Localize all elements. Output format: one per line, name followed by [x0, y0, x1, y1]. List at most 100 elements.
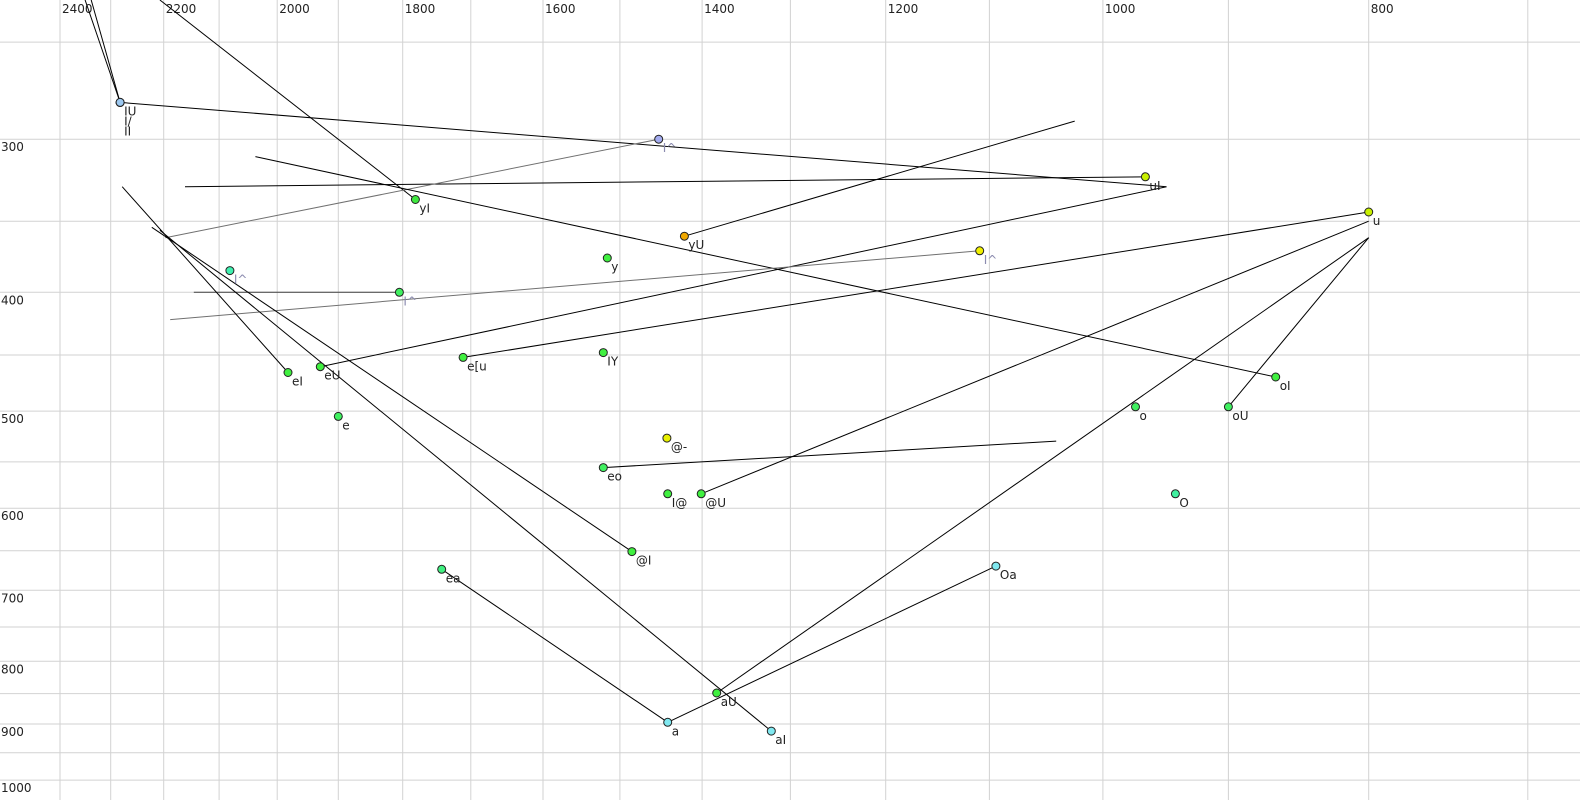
x-tick-label: 800 [1371, 2, 1394, 16]
y-tick-label: 800 [1, 662, 24, 676]
vowel-point [712, 688, 722, 698]
vowel-point [663, 489, 673, 499]
vowel-point [394, 287, 404, 297]
trajectory-line [170, 250, 980, 321]
vowel-label: yU [688, 238, 704, 252]
vowel-label: I^ [234, 273, 248, 287]
axis-ticks: 2400 2200 2000 1800 1600 1400 1200 1000 800 300 40… [1, 2, 1394, 795]
trajectory-line [165, 138, 659, 239]
trajectory-line [716, 237, 1369, 694]
vowel-label: e [342, 418, 349, 432]
vowel-point [115, 97, 125, 107]
vowel-point [679, 231, 689, 241]
vowel-label: u [1373, 214, 1381, 228]
vowel-label: O [1179, 496, 1188, 510]
vowel-point [410, 195, 420, 204]
vowel-label: oU [1232, 409, 1248, 423]
trajectory-line [701, 220, 1369, 495]
vowel-point [1271, 372, 1281, 382]
vowel-label: Oa [1000, 568, 1017, 582]
vowel-label: @- [671, 440, 687, 454]
trajectory-line [120, 101, 1167, 188]
vowel-point [315, 362, 325, 372]
vowel-label: e[u [467, 359, 487, 373]
trajectory-line [320, 186, 1167, 368]
y-tick-label: 400 [1, 293, 24, 307]
vowel-point [225, 266, 235, 276]
vowel-label: I^ [984, 253, 998, 267]
y-tick-label: 1000 [1, 781, 32, 795]
trajectory-line [90, 0, 121, 103]
trajectory-line [159, 229, 772, 732]
vowel-point [598, 463, 608, 473]
vowel-label: I^ [663, 141, 677, 155]
vowel-point [458, 352, 468, 362]
x-tick-label: 1400 [704, 2, 735, 16]
x-tick-label: 2400 [62, 2, 93, 16]
vowel-label: IY [607, 355, 619, 369]
x-tick-label: 2000 [279, 2, 310, 16]
vowel-label: II [124, 124, 131, 138]
trajectory-line [84, 0, 121, 103]
vowel-label: @I [636, 554, 652, 568]
trajectory-line [603, 440, 1057, 469]
y-tick-label: 500 [1, 412, 24, 426]
vowel-point [602, 253, 612, 263]
y-tick-label: 900 [1, 725, 24, 739]
vowel-point [1170, 489, 1180, 499]
vowel-label: a [672, 724, 679, 738]
x-tick-label: 1600 [545, 2, 576, 16]
vowel-point [654, 134, 664, 144]
y-tick-label: 600 [1, 509, 24, 523]
vowel-point [991, 561, 1001, 571]
vowel-label: eU [324, 369, 340, 383]
y-tick-label: 300 [1, 140, 24, 154]
trajectory-line [121, 186, 289, 373]
trajectory-line [255, 156, 1276, 378]
trajectory-line [159, 0, 416, 200]
trajectories [84, 0, 1370, 732]
vowel-point [598, 348, 608, 358]
y-tick-label: 700 [1, 591, 24, 605]
vowel-point [333, 411, 343, 421]
vowel-label: IU [124, 104, 136, 118]
vowel-label: I^ [403, 294, 417, 308]
vowel-point [1140, 172, 1150, 182]
vowel-point [662, 433, 672, 443]
vowel-label: ea [446, 571, 461, 585]
trajectory-line [151, 226, 633, 553]
trajectory-line [1228, 237, 1370, 408]
vowel-label: uI [1149, 179, 1160, 193]
vowel-point [1364, 207, 1374, 217]
vowel-label: o [1140, 409, 1147, 423]
vowel-point [696, 489, 706, 499]
x-tick-label: 1000 [1105, 2, 1136, 16]
vowel-point [663, 717, 673, 727]
vowel-label: aI [775, 733, 786, 747]
vowel-point [283, 368, 293, 377]
x-tick-label: 1200 [888, 2, 919, 16]
vowel-label: @U [705, 496, 726, 510]
trajectory-line [184, 176, 1146, 188]
vowel-point [975, 246, 985, 256]
vowel-point [1131, 402, 1140, 412]
x-tick-label: 1800 [405, 2, 436, 16]
vowel-point [1223, 402, 1233, 412]
vowel-label: I@ [672, 496, 688, 510]
trajectory-line [463, 211, 1369, 358]
vowel-label: yI [419, 202, 430, 216]
vowel-label: oI [1280, 379, 1291, 393]
vowel-label: eo [607, 470, 622, 484]
vowel-label: aU [721, 695, 737, 709]
trajectory-line [667, 565, 997, 723]
x-tick-label: 2200 [166, 2, 197, 16]
trajectory-line [684, 120, 1075, 237]
vowel-point [627, 547, 637, 557]
trajectory-line [441, 568, 668, 723]
vowel-point [437, 564, 447, 574]
vowel-label: I/ [124, 114, 133, 128]
